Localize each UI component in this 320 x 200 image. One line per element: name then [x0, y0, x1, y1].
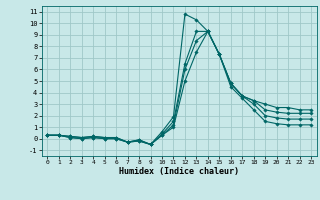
X-axis label: Humidex (Indice chaleur): Humidex (Indice chaleur)	[119, 167, 239, 176]
